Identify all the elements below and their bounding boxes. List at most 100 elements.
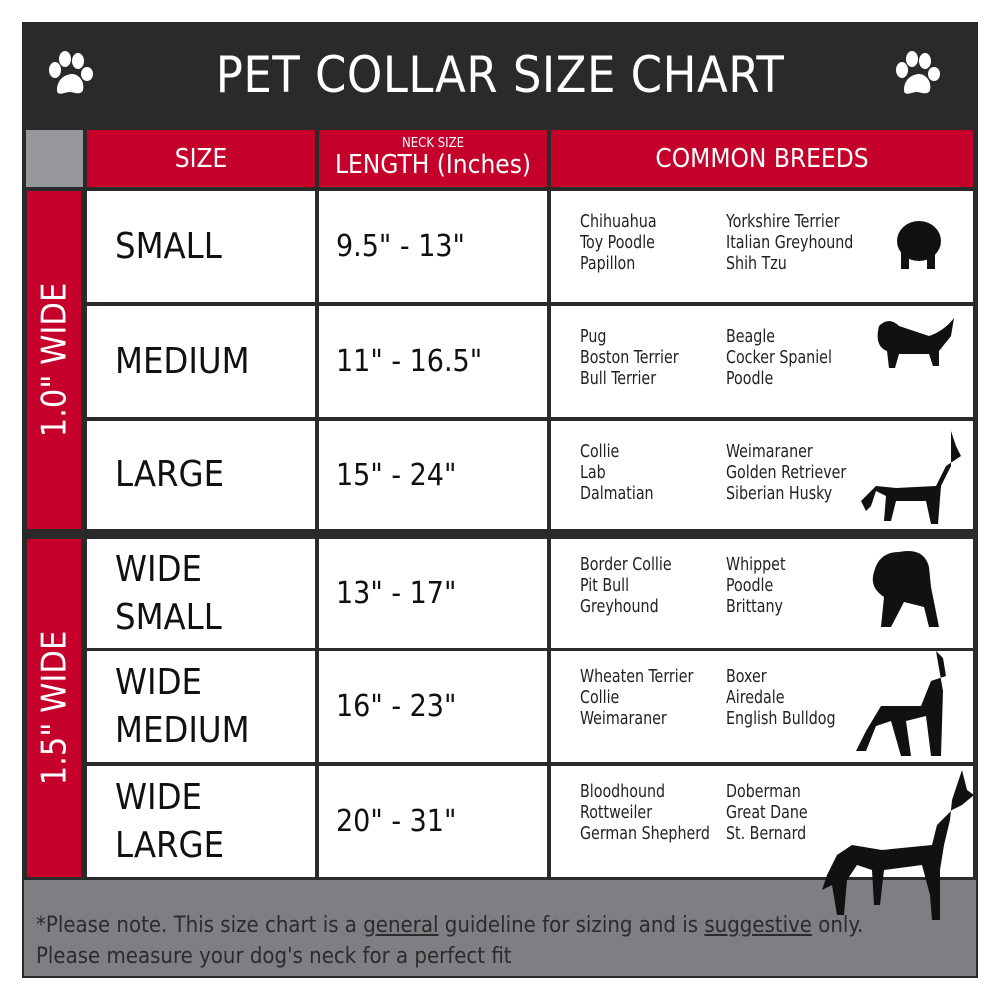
note-underlined: general bbox=[363, 913, 439, 938]
length-value: 11" - 16.5" bbox=[336, 344, 483, 379]
breed-name: Dalmatian bbox=[580, 483, 654, 504]
group-label-1in: 1.0" WIDE bbox=[27, 191, 81, 529]
dog-silhouette-icon bbox=[872, 551, 939, 627]
breed-name: Boxer bbox=[726, 666, 767, 687]
group-label-text: 1.0" WIDE bbox=[34, 282, 75, 438]
breed-name: Great Dane bbox=[726, 802, 808, 823]
breed-list: Yorkshire Terrier Italian Greyhound Shih T… bbox=[726, 211, 853, 274]
dog-silhouette-icon bbox=[861, 431, 961, 524]
length-value: 16" - 23" bbox=[336, 689, 457, 724]
length-value: 15" - 24" bbox=[336, 457, 457, 493]
breed-name: Collie bbox=[580, 441, 620, 462]
length-value: 13" - 17" bbox=[336, 576, 457, 611]
size-cell: SMALL bbox=[87, 191, 315, 302]
length-value: 20" - 31" bbox=[336, 804, 457, 839]
header-length: NECK SIZE LENGTH (Inches) bbox=[319, 130, 547, 187]
dog-silhouette-icon bbox=[877, 318, 954, 368]
breed-list: Boxer Airedale English Bulldog bbox=[726, 666, 836, 729]
group-label-text: 1.5" WIDE bbox=[34, 630, 75, 786]
corner-cell bbox=[26, 130, 83, 187]
breed-name: Golden Retriever bbox=[726, 462, 847, 483]
length-cell: 16" - 23" bbox=[319, 651, 547, 762]
length-cell: 9.5" - 13" bbox=[319, 191, 547, 302]
note-underlined: suggestive bbox=[704, 913, 812, 938]
breed-name: Bloodhound bbox=[580, 781, 666, 802]
breed-name: Italian Greyhound bbox=[726, 232, 854, 253]
breed-name: Border Collie bbox=[580, 554, 672, 575]
breed-list: Chihuahua Toy Poodle Papillon bbox=[580, 211, 657, 274]
footer-note: *Please note. This size chart is a gener… bbox=[24, 880, 976, 976]
size-label: WIDE MEDIUM bbox=[115, 661, 250, 751]
breed-name: Bull Terrier bbox=[580, 368, 657, 389]
header-breeds: COMMON BREEDS bbox=[551, 130, 973, 187]
breed-name: Boston Terrier bbox=[580, 347, 679, 368]
breed-name: Beagle bbox=[726, 326, 776, 347]
breed-list: Weimaraner Golden Retriever Siberian Husky bbox=[726, 441, 846, 504]
breed-name: Poodle bbox=[726, 575, 774, 596]
header-length-small: NECK SIZE bbox=[402, 136, 464, 151]
length-cell: 20" - 31" bbox=[319, 766, 547, 877]
length-cell: 15" - 24" bbox=[319, 421, 547, 529]
breeds-cell: Border Collie Pit Bull Greyhound Whippet Po… bbox=[551, 539, 973, 648]
size-cell: WIDE MEDIUM bbox=[87, 651, 315, 762]
breed-list: Collie Lab Dalmatian bbox=[580, 441, 654, 504]
breed-name: Pug bbox=[580, 326, 607, 347]
size-label: WIDE LARGE bbox=[115, 776, 225, 866]
breed-name: Doberman bbox=[726, 781, 801, 802]
size-cell: WIDE LARGE bbox=[87, 766, 315, 877]
header-size-label: SIZE bbox=[174, 143, 228, 174]
breed-name: Rottweiler bbox=[580, 802, 653, 823]
header-size: SIZE bbox=[87, 130, 315, 187]
breed-name: Lab bbox=[580, 462, 606, 483]
breed-name: Weimaraner bbox=[726, 441, 813, 462]
note-text: guideline for sizing and is bbox=[438, 913, 705, 938]
paw-icon bbox=[896, 51, 940, 94]
breed-name: St. Bernard bbox=[726, 823, 807, 844]
breed-list: Whippet Poodle Brittany bbox=[726, 554, 786, 617]
breed-name: Poodle bbox=[726, 368, 774, 389]
breed-name: Shih Tzu bbox=[726, 253, 787, 274]
breed-list: Beagle Cocker Spaniel Poodle bbox=[726, 326, 832, 389]
breed-name: Pit Bull bbox=[580, 575, 630, 596]
breeds-cell: Pug Boston Terrier Bull Terrier Beagle Cock… bbox=[551, 306, 973, 417]
breed-list: Wheaten Terrier Collie Weimaraner bbox=[580, 666, 693, 729]
breeds-cell: Bloodhound Rottweiler German Shepherd Dobe… bbox=[551, 766, 973, 877]
breeds-cell: Wheaten Terrier Collie Weimaraner Boxer Air… bbox=[551, 651, 973, 762]
breed-name: Collie bbox=[580, 687, 620, 708]
length-value: 9.5" - 13" bbox=[336, 229, 465, 264]
breed-name: Wheaten Terrier bbox=[580, 666, 694, 687]
breed-name: English Bulldog bbox=[726, 708, 836, 729]
title-text: PET COLLAR SIZE CHART bbox=[215, 46, 785, 104]
breed-name: Cocker Spaniel bbox=[726, 347, 832, 368]
breeds-cell: Chihuahua Toy Poodle Papillon Yorkshire Te… bbox=[551, 191, 973, 302]
dog-silhouette-icon bbox=[897, 221, 941, 269]
breed-name: Greyhound bbox=[580, 596, 659, 617]
breed-name: Weimaraner bbox=[580, 708, 667, 729]
breed-name: Yorkshire Terrier bbox=[726, 211, 840, 232]
group-label-1-5in: 1.5" WIDE bbox=[27, 539, 81, 877]
header-length-label: LENGTH (Inches) bbox=[334, 150, 532, 180]
size-label: SMALL bbox=[115, 225, 222, 267]
breed-name: Whippet bbox=[726, 554, 786, 575]
size-cell: WIDE SMALL bbox=[87, 539, 315, 648]
breed-list: Border Collie Pit Bull Greyhound bbox=[580, 554, 672, 617]
length-cell: 11" - 16.5" bbox=[319, 306, 547, 417]
breed-list: Doberman Great Dane St. Bernard bbox=[726, 781, 808, 844]
breed-list: Pug Boston Terrier Bull Terrier bbox=[580, 326, 679, 389]
dog-silhouette-icon bbox=[856, 651, 946, 756]
breed-name: German Shepherd bbox=[580, 823, 710, 844]
note-line2: Please measure your dog's neck for a per… bbox=[36, 944, 512, 969]
breed-name: Brittany bbox=[726, 596, 783, 617]
breeds-cell: Collie Lab Dalmatian Weimaraner Golden Retr… bbox=[551, 421, 973, 529]
size-label: LARGE bbox=[115, 454, 225, 495]
note-text: only. bbox=[811, 913, 864, 938]
breed-name: Chihuahua bbox=[580, 211, 657, 232]
paw-icon bbox=[49, 51, 93, 94]
size-cell: MEDIUM bbox=[87, 306, 315, 417]
length-cell: 13" - 17" bbox=[319, 539, 547, 648]
page-title: PET COLLAR SIZE CHART bbox=[22, 22, 978, 128]
dog-silhouette-icon bbox=[822, 770, 974, 920]
breed-name: Airedale bbox=[726, 687, 785, 708]
size-label: MEDIUM bbox=[115, 340, 250, 382]
breed-list: Bloodhound Rottweiler German Shepherd bbox=[580, 781, 710, 844]
